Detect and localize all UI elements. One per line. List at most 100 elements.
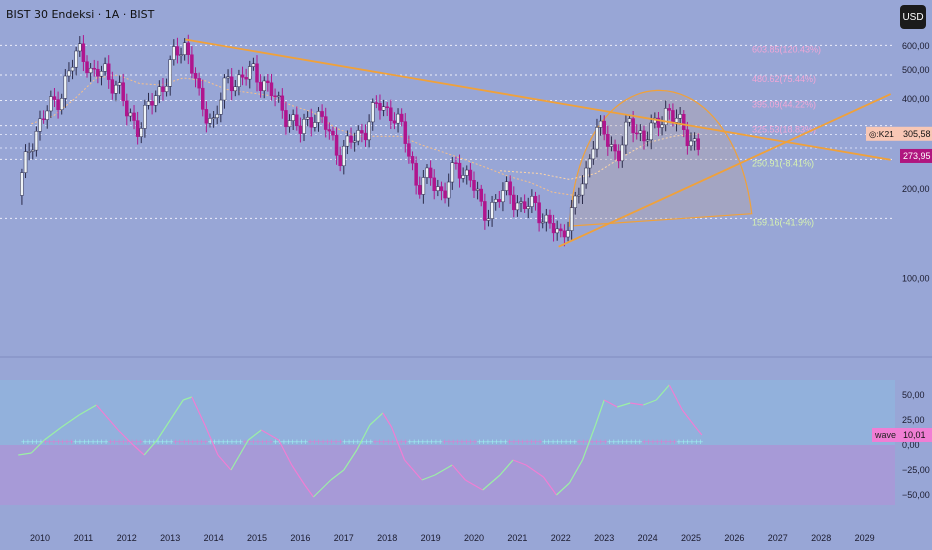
zero-cross-marker: + (77, 438, 83, 446)
wave-value-badge (900, 427, 932, 442)
zero-cross-marker: + (416, 438, 422, 446)
zero-cross-marker: + (151, 438, 157, 446)
zero-cross-marker: + (672, 438, 678, 446)
zero-cross-marker: + (107, 438, 113, 446)
zero-cross-marker: + (320, 438, 326, 446)
zero-cross-marker: + (233, 438, 239, 446)
x-axis-tick-label: 2025 (681, 533, 701, 543)
candle-body (587, 158, 592, 169)
zero-cross-marker: + (272, 438, 278, 446)
fib-level-label: 395.09(44.22%) (752, 99, 816, 109)
zero-cross-marker: + (607, 438, 613, 446)
candle-body (649, 122, 653, 141)
zero-cross-marker: + (676, 438, 682, 446)
y-axis-tick-label: 400,00 (902, 94, 930, 104)
zero-cross-marker: + (229, 438, 235, 446)
candle-body (229, 76, 234, 92)
candle-body (305, 117, 310, 120)
x-axis-tick-label: 2028 (811, 533, 831, 543)
zero-cross-marker: + (238, 438, 244, 446)
x-axis-tick-label: 2012 (117, 533, 137, 543)
wave-line-segment (156, 419, 171, 441)
zero-cross-marker: + (73, 438, 79, 446)
indicator-tick-label: −25,00 (902, 465, 930, 475)
zero-cross-marker: + (99, 438, 105, 446)
zero-cross-marker: + (129, 438, 135, 446)
candle-body (569, 207, 574, 231)
wave-line-segment (694, 426, 703, 436)
wave-line-segment (61, 414, 80, 428)
zero-cross-marker: + (290, 438, 296, 446)
candle-body (439, 186, 444, 192)
candle-body (493, 199, 498, 203)
wave-line-segment (104, 414, 119, 431)
candle-body (342, 145, 346, 167)
zero-cross-marker: + (511, 438, 517, 446)
zero-cross-marker: + (515, 438, 521, 446)
candle-body (132, 112, 136, 121)
zero-cross-marker: + (372, 438, 378, 446)
wave-line-segment (382, 412, 393, 428)
candle-body (233, 86, 238, 92)
zero-cross-marker: + (207, 438, 213, 446)
zero-cross-marker: + (620, 438, 626, 446)
zero-cross-marker: + (194, 438, 200, 446)
zero-cross-marker: + (38, 438, 44, 446)
candle-body (237, 74, 241, 87)
zero-cross-marker: + (450, 438, 456, 446)
candle-body (537, 202, 541, 224)
trendline (185, 38, 891, 161)
zero-cross-marker: + (255, 438, 261, 446)
candle-body (114, 84, 118, 94)
wave-line-segment (594, 399, 605, 426)
candle-body (190, 54, 194, 74)
candle-body (251, 63, 256, 67)
zero-cross-marker: + (125, 438, 131, 446)
zero-cross-marker: + (498, 438, 504, 446)
x-axis-tick-label: 2013 (160, 533, 180, 543)
candle-body (349, 135, 353, 143)
candle-body (609, 144, 614, 147)
wave-line-segment (568, 459, 584, 484)
candle-body (696, 138, 700, 150)
currency-button[interactable]: USD (900, 5, 926, 29)
candle-body (356, 130, 361, 142)
zero-cross-marker: + (654, 438, 660, 446)
candle-body (316, 111, 321, 123)
zero-cross-marker: + (459, 438, 465, 446)
zero-cross-marker: + (407, 438, 413, 446)
zero-cross-marker: + (281, 438, 287, 446)
zero-cross-marker: + (346, 438, 352, 446)
candle-body (338, 155, 342, 167)
wave-line-segment (630, 402, 644, 406)
zero-cross-marker: + (585, 438, 591, 446)
candle-body (208, 118, 212, 124)
candle-body (446, 181, 451, 199)
candle-body (56, 99, 60, 110)
candle-body (497, 199, 502, 203)
wave-line-segment (130, 442, 145, 456)
candle-body (302, 119, 306, 134)
wave-line-segment (30, 439, 45, 454)
candle-body (645, 139, 650, 142)
zero-cross-marker: + (42, 438, 48, 446)
zero-cross-marker: + (177, 438, 183, 446)
candle-body (508, 181, 512, 196)
wave-line-segment (390, 426, 406, 461)
zero-cross-marker: + (29, 438, 35, 446)
wave-line-segment (512, 459, 527, 466)
zero-cross-marker: + (60, 438, 66, 446)
wave-line-segment (117, 429, 132, 444)
candle-body (63, 75, 68, 99)
zero-cross-marker: + (368, 438, 374, 446)
candle-body (501, 190, 505, 203)
candle-body (85, 61, 89, 74)
zero-cross-marker: + (594, 438, 600, 446)
zero-cross-marker: + (359, 438, 365, 446)
candle-body (370, 102, 375, 123)
candle-body (374, 102, 379, 104)
candle-body (49, 96, 53, 112)
candle-body (468, 169, 473, 181)
x-axis-tick-label: 2015 (247, 533, 267, 543)
